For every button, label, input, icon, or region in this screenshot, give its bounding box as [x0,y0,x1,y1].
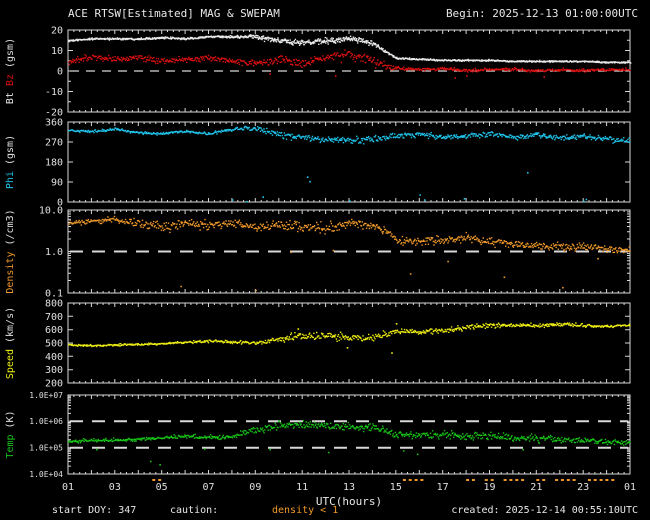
y-tick-label-temp: 1.0E+07 [29,391,63,400]
begin-timestamp: Begin: 2025-12-13 01:00:00UTC [445,7,638,20]
x-ticks-bt-bz [67,30,631,112]
caution-label: caution: [170,505,219,516]
y-tick-label-temp: 1.0E+04 [29,470,63,479]
created-timestamp: created: 2025-12-14 00:55:10UTC [451,505,638,516]
y-axis-label-bt-bz: Bt Bz (gsm) [5,38,16,104]
x-tick-label: 07 [202,482,214,493]
y-tick-label-bt-bz: 10 [51,46,63,57]
y-tick-label-temp: 1.0E+06 [29,417,63,426]
start-doy-label: start DOY: 347 [52,505,137,516]
y-axis-label-phi: Phi (gsm) [5,135,16,189]
panel-temp: 1.0E+07 1.0E+06 1.0E+05 1.0E+04 Temp (K) [5,391,631,479]
caution-density-marks [152,479,615,481]
outlier-points-density [180,249,599,292]
y-tick-label-temp: 1.0E+05 [29,444,63,453]
series-bt [68,34,632,64]
x-tick-label: 01 [62,482,74,493]
plot-title: ACE RTSW[Estimated] MAG & SWEPAM [68,7,280,20]
y-tick-label-speed: 400 [45,352,63,363]
outlier-points-temp [96,448,524,466]
x-tick-label: 03 [109,482,121,493]
y-axis-label-density: Density (/cm3) [5,209,16,293]
series-speed [68,322,631,348]
y-minor-ticks-temp [68,395,630,467]
x-tick-label: 15 [390,482,402,493]
y-tick-label-phi: 0 [57,198,63,209]
y-tick-label-bt-bz: -10 [45,87,63,98]
x-tick-label: 09 [249,482,261,493]
series-density [68,215,631,254]
panel-frame-temp [67,394,631,475]
x-ticks-temp [67,395,631,474]
series-bz [68,49,631,73]
x-tick-label: 17 [437,482,449,493]
y-tick-label-phi: 90 [51,178,63,189]
y-minor-ticks-density [68,211,630,281]
y-tick-label-density: 1.0 [45,247,63,258]
panel-density: 10.0 1.0 0.1 Density (/cm3) [5,206,631,300]
series-temp [68,420,631,446]
y-tick-label-speed: 300 [45,365,63,376]
y-tick-label-bt-bz: -20 [45,108,63,119]
x-tick-label: 21 [530,482,542,493]
outlier-points-phi [231,172,588,203]
caution-value-label: density < 1 [272,505,339,516]
y-tick-label-bt-bz: 20 [51,26,63,37]
y-tick-label-density: 0.1 [45,289,63,300]
outlier-points-bt-bz [269,73,545,79]
panel-speed: 800 700 600 500 400 300 200 Speed (km/s) [5,299,631,390]
x-tick-label: 11 [296,482,308,493]
panel-phi: 360 270 180 90 0 Phi (gsm) [5,118,631,209]
x-tick-label: 23 [577,482,589,493]
y-tick-label-density: 10.0 [39,206,63,217]
y-tick-label-speed: 500 [45,339,63,350]
y-tick-label-phi: 180 [45,158,63,169]
y-tick-label-speed: 600 [45,325,63,336]
y-axis-label-temp: Temp (K) [5,410,16,458]
panel-bt-bz: 20 10 0 -10 -20 Bt Bz (gsm) [5,26,632,119]
x-ticks-phi [67,122,631,202]
x-axis-title: UTC(hours) [315,495,383,508]
x-axis-tick-labels: 01 03 05 07 09 11 13 15 17 19 21 23 01 [62,482,636,493]
y-tick-label-phi: 360 [45,118,63,129]
y-tick-label-speed: 700 [45,312,63,323]
x-tick-label: 05 [156,482,168,493]
y-tick-label-speed: 200 [45,379,63,390]
series-phi [68,125,631,145]
y-tick-label-phi: 270 [45,138,63,149]
y-tick-label-speed: 800 [45,299,63,310]
outlier-points-speed [297,323,398,354]
x-tick-label: 13 [343,482,355,493]
y-axis-label-speed: Speed (km/s) [5,307,16,379]
x-tick-label: 19 [483,482,495,493]
y-tick-label-bt-bz: 0 [57,67,63,78]
x-tick-label: 01 [624,482,636,493]
panel-frame-speed [67,302,631,384]
x-ticks-speed [67,303,631,383]
